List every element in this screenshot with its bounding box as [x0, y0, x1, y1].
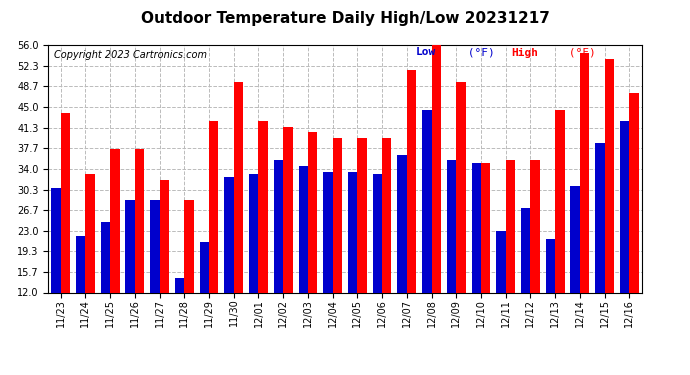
- Bar: [506, 160, 515, 292]
- Text: (°F): (°F): [562, 48, 595, 57]
- Bar: [431, 45, 441, 292]
- Bar: [126, 200, 135, 292]
- Bar: [209, 121, 219, 292]
- Bar: [101, 222, 110, 292]
- Bar: [150, 200, 159, 292]
- Text: Copyright 2023 Cartronics.com: Copyright 2023 Cartronics.com: [55, 50, 207, 60]
- Text: Low: Low: [416, 48, 437, 57]
- Bar: [323, 172, 333, 292]
- Bar: [595, 144, 604, 292]
- Bar: [580, 54, 589, 292]
- Bar: [620, 121, 629, 292]
- Bar: [51, 188, 61, 292]
- Bar: [199, 242, 209, 292]
- Text: Outdoor Temperature Daily High/Low 20231217: Outdoor Temperature Daily High/Low 20231…: [141, 11, 549, 26]
- Bar: [159, 180, 169, 292]
- Bar: [357, 138, 367, 292]
- Bar: [571, 186, 580, 292]
- Bar: [531, 160, 540, 292]
- Bar: [373, 174, 382, 292]
- Bar: [333, 138, 342, 292]
- Bar: [110, 149, 119, 292]
- Bar: [481, 163, 491, 292]
- Bar: [234, 82, 243, 292]
- Bar: [447, 160, 456, 292]
- Bar: [471, 163, 481, 292]
- Bar: [61, 112, 70, 292]
- Text: High: High: [511, 48, 538, 57]
- Bar: [546, 239, 555, 292]
- Bar: [224, 177, 234, 292]
- Bar: [555, 110, 564, 292]
- Bar: [274, 160, 283, 292]
- Bar: [422, 110, 431, 292]
- Bar: [308, 132, 317, 292]
- Bar: [283, 127, 293, 292]
- Bar: [604, 59, 614, 292]
- Bar: [184, 200, 194, 292]
- Bar: [397, 154, 407, 292]
- Bar: [175, 278, 184, 292]
- Bar: [348, 172, 357, 292]
- Bar: [496, 231, 506, 292]
- Text: (°F): (°F): [461, 48, 495, 57]
- Bar: [456, 82, 466, 292]
- Bar: [86, 174, 95, 292]
- Bar: [259, 121, 268, 292]
- Bar: [629, 93, 639, 292]
- Bar: [249, 174, 259, 292]
- Bar: [382, 138, 391, 292]
- Bar: [76, 236, 86, 292]
- Bar: [521, 208, 531, 292]
- Bar: [407, 70, 416, 292]
- Bar: [135, 149, 144, 292]
- Bar: [299, 166, 308, 292]
